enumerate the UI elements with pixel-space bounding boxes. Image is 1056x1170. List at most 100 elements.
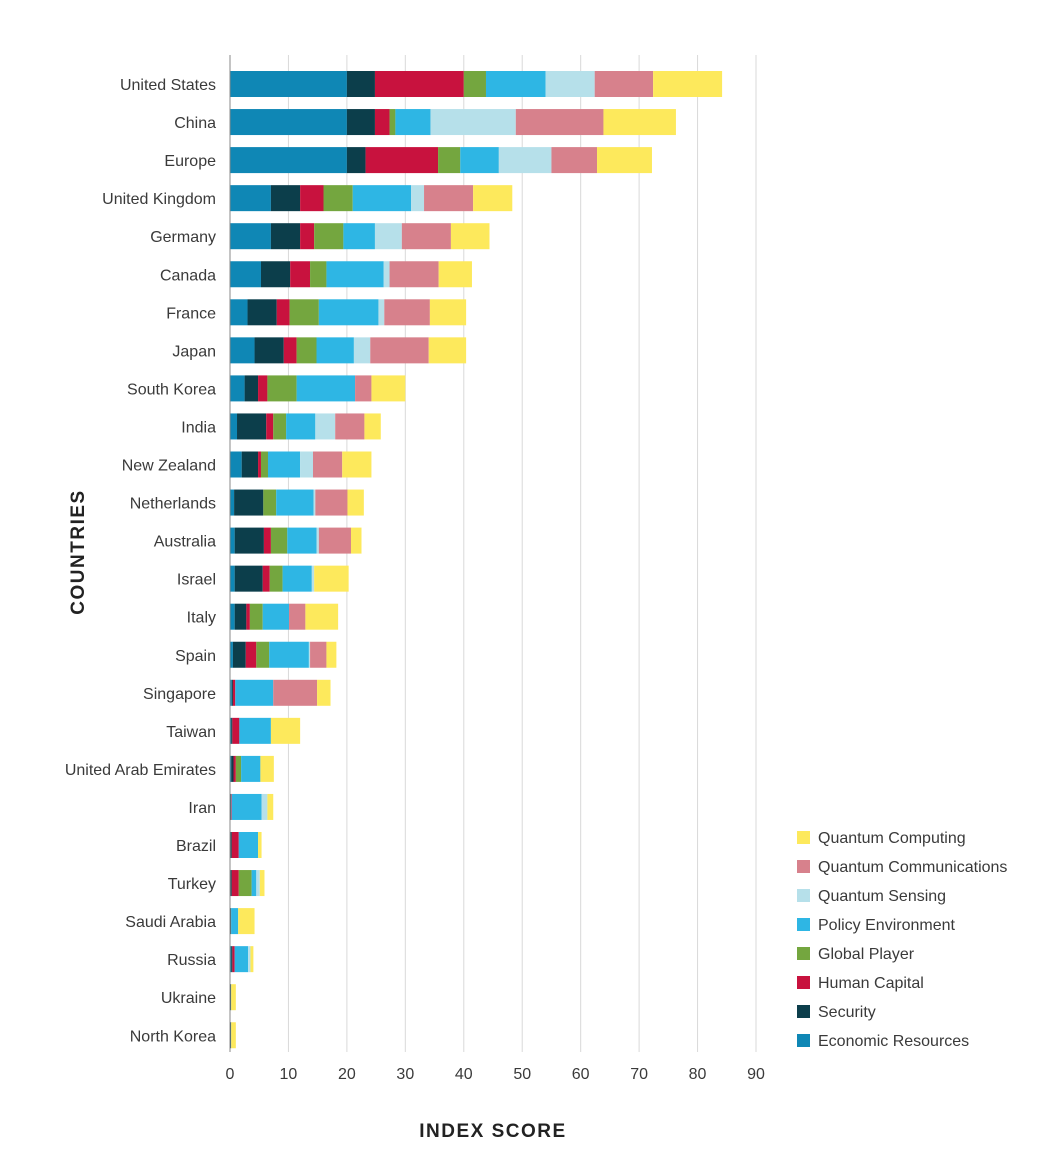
- bar-segment: [256, 870, 260, 897]
- x-tick-label: 60: [572, 1066, 590, 1083]
- bar-segment: [234, 489, 264, 516]
- legend-label: Quantum Sensing: [818, 888, 946, 905]
- bar-segment: [355, 375, 372, 402]
- legend-swatch: [797, 860, 810, 873]
- bar-segment: [370, 337, 429, 364]
- bar-segment: [313, 489, 316, 516]
- category-label: Italy: [187, 610, 216, 627]
- category-label: France: [166, 305, 216, 322]
- bar-segment: [230, 641, 233, 668]
- bar-segment: [230, 489, 235, 516]
- bar-segment: [260, 261, 291, 288]
- category-labels: United States China Europe United Kingdom Ge…: [65, 77, 216, 1045]
- bar-segment: [545, 71, 595, 97]
- x-tick-label: 10: [280, 1066, 298, 1083]
- bar-segment: [230, 223, 271, 250]
- bar-segment: [254, 337, 284, 364]
- bar-segment: [296, 337, 317, 364]
- bar-segment: [235, 755, 242, 782]
- bar-segment: [269, 565, 283, 592]
- bar-segment: [364, 413, 381, 440]
- bar-segment: [343, 223, 375, 250]
- bar-segment: [270, 717, 301, 744]
- legend-swatch: [797, 947, 810, 960]
- bar-segment: [261, 793, 268, 820]
- bar-segment: [258, 451, 261, 478]
- bar-segment: [262, 565, 270, 592]
- bar-segment: [231, 870, 239, 897]
- category-label: Saudi Arabia: [125, 914, 216, 931]
- bar-segment: [230, 147, 347, 174]
- bar-segment: [230, 71, 347, 97]
- bar-segment: [316, 527, 319, 554]
- bar-segment: [317, 679, 331, 706]
- bar-segment: [231, 832, 239, 858]
- category-label: Ukraine: [161, 990, 216, 1007]
- bar-segment: [276, 489, 314, 516]
- bar-segment: [230, 109, 347, 136]
- bar-segment: [346, 147, 366, 174]
- bar-segment: [230, 185, 271, 212]
- bar-segment: [653, 71, 723, 97]
- bar-segment: [326, 261, 384, 288]
- bar-segment: [238, 908, 255, 935]
- legend-swatch: [797, 1034, 810, 1047]
- bar-segment: [234, 946, 249, 973]
- bar-segment: [238, 870, 252, 897]
- bar-segment: [273, 679, 318, 706]
- bar-segment: [346, 71, 375, 97]
- bar-segment: [597, 147, 652, 174]
- x-tick-label: 40: [455, 1066, 473, 1083]
- bar-segment: [286, 413, 316, 440]
- bar-segment: [230, 870, 232, 897]
- x-tick-label: 90: [747, 1066, 765, 1083]
- bar-segment: [473, 185, 513, 212]
- bar-segment: [230, 984, 232, 1011]
- bar-segment: [267, 793, 274, 820]
- legend-label: Quantum Computing: [818, 830, 966, 847]
- category-label: Russia: [167, 952, 216, 969]
- bar-segment: [260, 755, 274, 782]
- bar-segment: [232, 946, 235, 973]
- x-tick-label: 50: [513, 1066, 531, 1083]
- bar-segment: [485, 71, 546, 97]
- bar-segment: [300, 223, 315, 250]
- category-label: United Kingdom: [102, 191, 216, 208]
- bar-segment: [247, 299, 277, 326]
- bar-segment: [353, 337, 371, 364]
- bar-segment: [300, 451, 313, 478]
- bar-segment: [300, 185, 324, 212]
- x-tick-label: 20: [338, 1066, 356, 1083]
- bar-segment: [314, 223, 344, 250]
- bar-segment: [230, 451, 242, 478]
- bar-segment: [389, 261, 439, 288]
- category-label: Japan: [172, 343, 216, 360]
- x-tick-labels: 0 10 20 30 40 50 60 70 80 90: [226, 1066, 765, 1083]
- bar-segment: [411, 185, 425, 212]
- bar-segment: [259, 870, 265, 897]
- category-label: Taiwan: [166, 724, 216, 741]
- bar-segment: [308, 641, 311, 668]
- bar-segment: [318, 527, 351, 554]
- category-label: United Arab Emirates: [65, 762, 216, 779]
- bar-segment: [603, 109, 676, 136]
- bar-segment: [289, 603, 306, 630]
- category-label: Europe: [164, 153, 216, 170]
- bar-segment: [230, 299, 248, 326]
- x-tick-label: 30: [396, 1066, 414, 1083]
- bar-segment: [230, 375, 245, 402]
- x-tick-label: 80: [689, 1066, 707, 1083]
- bar-segment: [276, 299, 290, 326]
- bar-segment: [246, 603, 250, 630]
- y-axis-title: COUNTRIES: [68, 489, 89, 614]
- bar-segment: [350, 527, 362, 554]
- bar-segment: [231, 1022, 236, 1049]
- bar-segment: [311, 565, 315, 592]
- bar-segment: [289, 299, 319, 326]
- bar-segment: [234, 603, 247, 630]
- bar-segment: [230, 261, 261, 288]
- bar-segment: [266, 413, 274, 440]
- legend-label: Security: [818, 1004, 876, 1021]
- bar-segment: [258, 375, 268, 402]
